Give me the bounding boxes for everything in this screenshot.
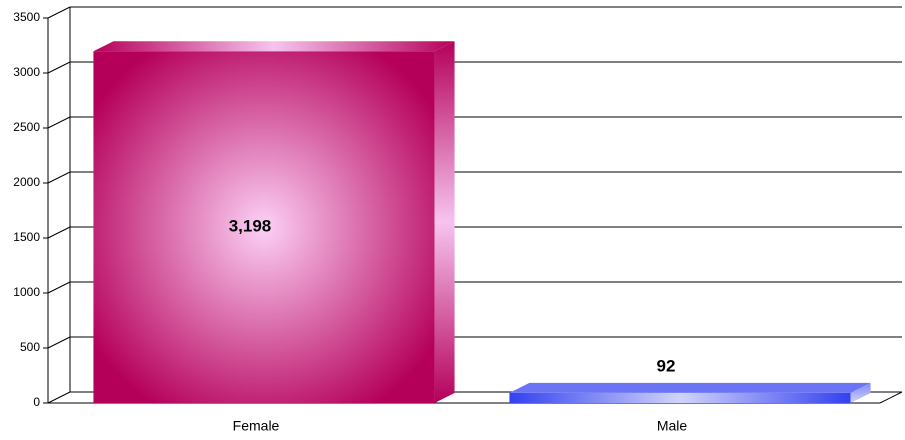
bar-top [93,41,455,52]
y-tick-label: 2000 [13,175,40,189]
value-label: 3,198 [229,217,272,236]
floor-right [879,391,903,404]
y-tick-label: 1000 [13,285,40,299]
grid-line [47,61,71,74]
grid-line [47,281,71,294]
grid-line [47,171,71,184]
y-tick-label: 3500 [13,10,40,24]
bar-side [434,41,455,403]
y-tick-label: 3000 [13,65,40,79]
bar-front [509,392,851,403]
grid-line [47,116,71,129]
bar-front [93,51,435,403]
grid-line [47,226,71,239]
x-tick-label: Male [657,418,688,434]
y-tick-label: 1500 [13,230,40,244]
grid-line [47,391,71,404]
value-label: 92 [657,356,676,375]
y-tick-label: 0 [33,395,40,409]
grid-line [47,6,71,19]
y-tick-label: 500 [20,340,40,354]
grid-line [47,336,71,349]
x-tick-label: Female [233,418,280,434]
bar-side [850,382,871,403]
y-tick-label: 2500 [13,120,40,134]
bar-top [509,382,871,393]
